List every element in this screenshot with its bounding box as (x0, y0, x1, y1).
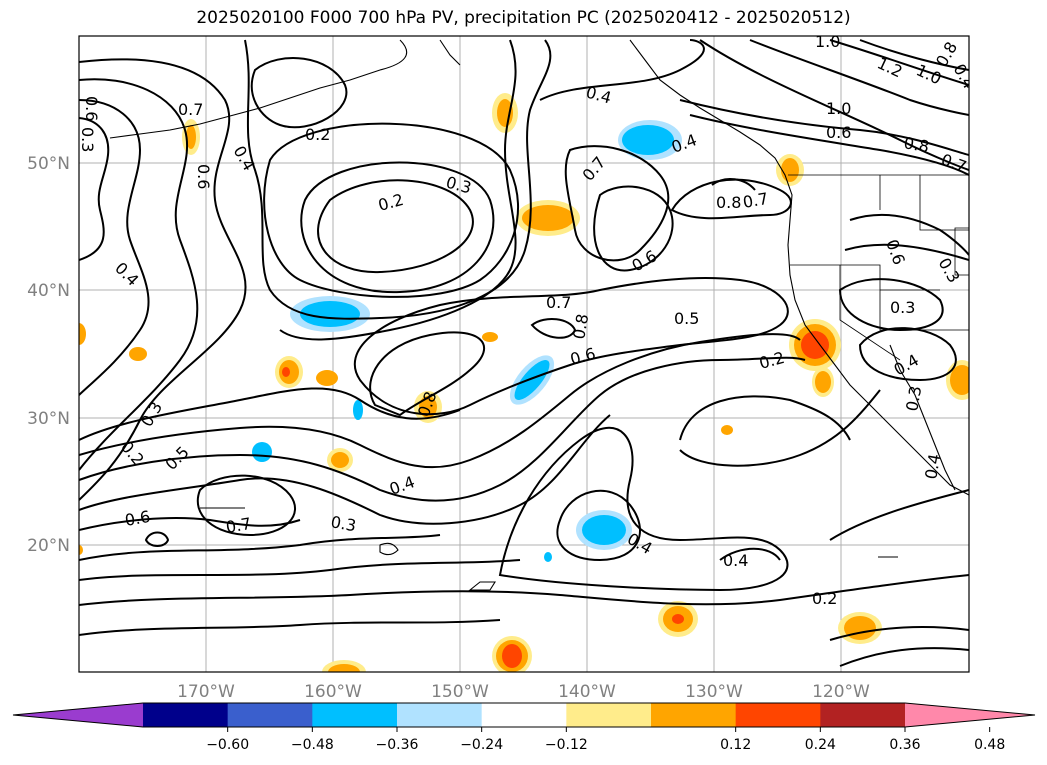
contour-label: 1.2 (874, 53, 905, 81)
contour-label: 0.3 (78, 127, 97, 152)
lon-tick-label: 160°W (304, 682, 362, 702)
map-area: 1.0 1.2 1.0 0.8 0.3 0.7 0.6 0.4 0.2 0.4 … (78, 32, 979, 672)
contour-label: 0.8 (569, 312, 592, 340)
lat-tick-label: 50°N (27, 154, 70, 174)
contour-label: 0.3 (902, 384, 925, 412)
contour-label: 0.4 (891, 350, 923, 379)
colorbar-cell (820, 703, 906, 727)
contour-label: 0.6 (826, 123, 851, 142)
pv-contours (79, 39, 969, 667)
lon-axis: 170°W 160°W 150°W 140°W 130°W 120°W (177, 682, 870, 702)
contour-label: 0.4 (387, 472, 417, 499)
colorbar-tick-label: −0.60 (206, 737, 249, 753)
borders (788, 174, 969, 361)
lon-tick-label: 120°W (812, 682, 870, 702)
colorbar-tick-label: −0.12 (545, 737, 588, 753)
contour-label: 0.4 (921, 452, 944, 480)
contour-label: 0.5 (161, 442, 192, 473)
contour-label: 0.5 (674, 309, 699, 328)
contour-label: 0.7 (224, 514, 252, 537)
contour-label: 1.0 (815, 32, 840, 51)
colorbar-tick-label: 0.48 (974, 737, 1005, 753)
colorbar-outline (12, 702, 1036, 728)
lon-tick-label: 130°W (685, 682, 743, 702)
contour-label: 0.6 (882, 237, 909, 267)
colorbar-tick-label: −0.36 (376, 737, 419, 753)
colorbar-extend-low (13, 703, 143, 727)
colorbar-cell (397, 703, 483, 727)
contour-label: 0.8 (716, 193, 741, 212)
colorbar-cell (735, 703, 821, 727)
contour-label: 0.2 (812, 589, 837, 608)
contour-label: 0.3 (935, 255, 964, 287)
contour-label: 0.6 (82, 96, 101, 121)
contour-label: 0.8 (902, 133, 930, 156)
contour-label: 0.7 (579, 153, 610, 185)
contour-label: 0.3 (329, 512, 357, 535)
colorbar-tick-label: −0.48 (291, 737, 334, 753)
contour-labels: 1.0 1.2 1.0 0.8 0.3 0.7 0.6 0.4 0.2 0.4 … (78, 32, 979, 608)
contour-label: 0.7 (741, 189, 769, 212)
contour-label: 0.3 (890, 298, 915, 317)
colorbar: −0.60 −0.48 −0.36 −0.24 −0.12 0.12 0.24 0.36 0.4… (12, 702, 1036, 753)
colorbar-tick-label: −0.24 (460, 737, 503, 753)
contour-label: 0.4 (723, 551, 748, 570)
lat-axis: 50°N 40°N 30°N 20°N (27, 154, 70, 556)
contour-label: 0.7 (546, 293, 571, 312)
map-frame (78, 35, 970, 673)
colorbar-extend-high (905, 703, 1035, 727)
colorbar-tick-label: 0.24 (805, 737, 836, 753)
colorbar-cell (651, 703, 737, 727)
coastlines (109, 39, 969, 591)
lat-tick-label: 20°N (27, 536, 70, 556)
colorbar-cell (481, 703, 567, 727)
colorbar-cell (227, 703, 313, 727)
contour-label: 0.6 (123, 507, 151, 530)
contour-label: 0.7 (178, 100, 203, 119)
contour-label: 0.4 (584, 83, 614, 108)
contour-label: 0.6 (629, 246, 661, 275)
map-title: 2025020100 F000 700 hPa PV, precipitatio… (196, 8, 851, 28)
precip-shading (79, 93, 969, 672)
contour-label: 0.2 (757, 348, 787, 373)
colorbar-tick-label: 0.12 (720, 737, 751, 753)
colorbar-cell (312, 703, 398, 727)
lon-tick-label: 170°W (177, 682, 235, 702)
contour-label: 0.3 (444, 173, 474, 198)
lon-tick-label: 140°W (558, 682, 616, 702)
contour-label: 0.4 (950, 61, 979, 93)
colorbar-cell (143, 703, 229, 727)
contour-label: 1.0 (826, 99, 851, 118)
gridlines (79, 36, 969, 672)
lat-tick-label: 30°N (27, 409, 70, 429)
contour-label: 0.2 (376, 190, 406, 215)
contour-label: 0.2 (305, 125, 330, 144)
colorbar-cells (13, 703, 1035, 727)
contour-label: 0.6 (194, 164, 213, 189)
colorbar-tick-label: 0.36 (889, 737, 920, 753)
colorbar-cell (566, 703, 652, 727)
colorbar-ticks: −0.60 −0.48 −0.36 −0.24 −0.12 0.12 0.24 0.36 0.4… (206, 727, 1005, 753)
lon-tick-label: 150°W (431, 682, 489, 702)
contour-label: 0.6 (568, 344, 598, 369)
lat-tick-label: 40°N (27, 281, 70, 301)
